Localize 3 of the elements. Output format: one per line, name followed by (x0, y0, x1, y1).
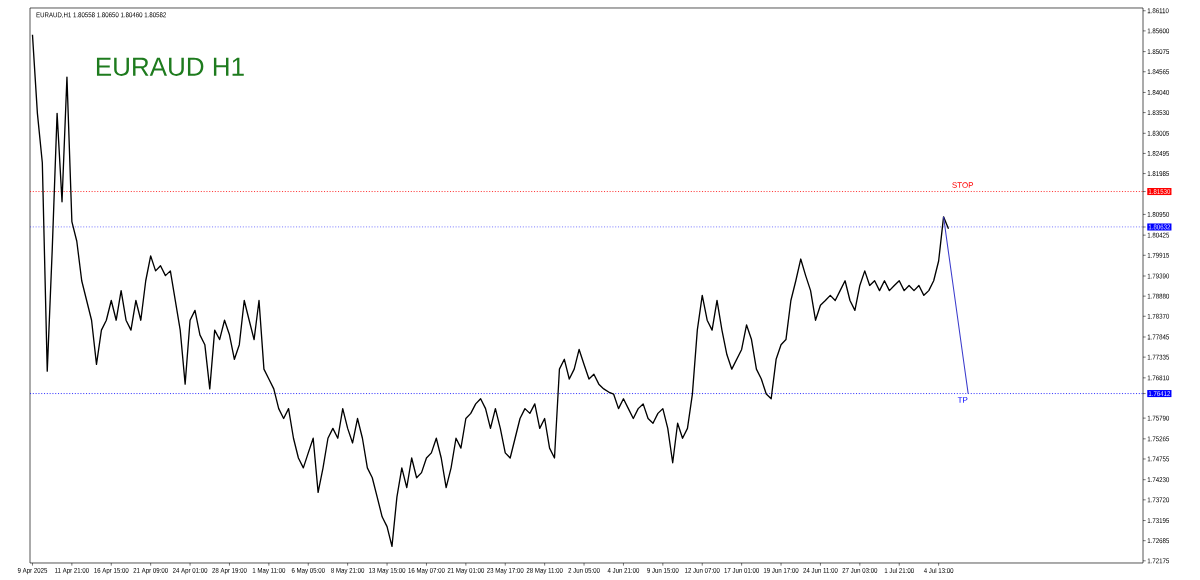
ref-line-label: TP (957, 397, 968, 403)
ref-line-label: STOP (952, 182, 974, 188)
text: EURAUD H1 (96, 57, 244, 76)
